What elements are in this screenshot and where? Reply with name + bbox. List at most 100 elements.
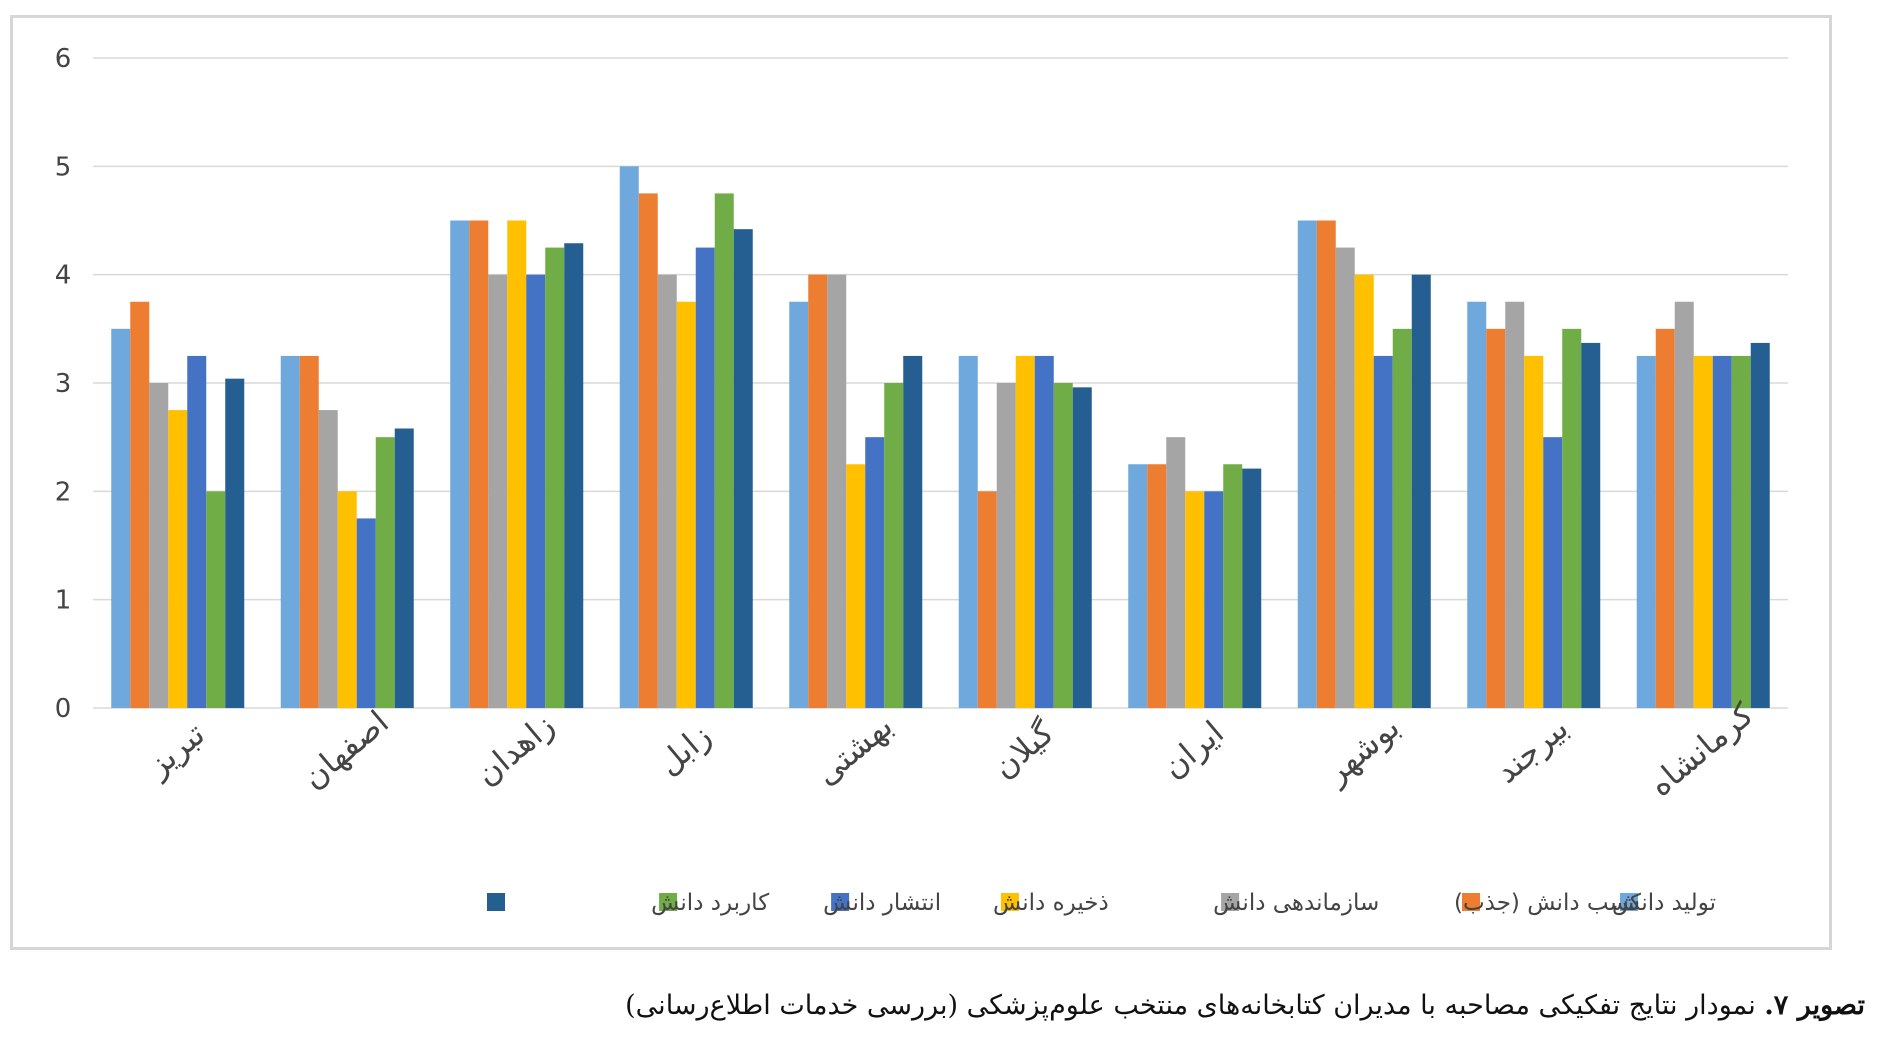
bar bbox=[808, 274, 828, 708]
bar bbox=[1034, 355, 1054, 708]
bar bbox=[111, 328, 131, 708]
bar-chart: 0 1 2 3 4 5 6 تبریز اصفهان زاهدان زابل بهشتی گیلان ای… bbox=[55, 44, 1788, 916]
bar bbox=[1015, 355, 1035, 708]
bar bbox=[1693, 355, 1713, 708]
x-tick-label: بوشهر bbox=[1316, 708, 1407, 793]
x-tick-label: زابل bbox=[650, 717, 718, 783]
bar bbox=[206, 491, 226, 708]
y-tick-label: 4 bbox=[55, 261, 72, 291]
x-tick-label: ایران bbox=[1154, 713, 1230, 786]
bar bbox=[1543, 437, 1563, 708]
legend-label: کسب دانش (جذب) bbox=[1454, 890, 1641, 916]
bar bbox=[1297, 220, 1317, 708]
bar bbox=[1316, 220, 1336, 708]
bar bbox=[1053, 383, 1073, 708]
bar bbox=[1335, 247, 1355, 709]
bar bbox=[1505, 301, 1525, 708]
bar bbox=[1731, 355, 1751, 708]
bar bbox=[545, 247, 565, 709]
bar bbox=[676, 301, 696, 708]
bar bbox=[488, 274, 508, 708]
bar bbox=[1655, 328, 1675, 708]
x-tick-label: گیلان bbox=[985, 713, 1062, 786]
y-tick-label: 1 bbox=[55, 586, 72, 616]
bar bbox=[903, 355, 923, 708]
bar bbox=[958, 355, 978, 708]
bar bbox=[1674, 301, 1694, 708]
bar bbox=[526, 274, 546, 708]
bar bbox=[1128, 464, 1148, 708]
bar bbox=[375, 437, 395, 708]
legend-label: کاربرد دانش bbox=[651, 890, 769, 916]
bar bbox=[1486, 328, 1506, 708]
y-tick-label: 5 bbox=[55, 152, 72, 182]
bar bbox=[130, 301, 150, 708]
bar bbox=[507, 220, 527, 708]
bar bbox=[1147, 464, 1167, 708]
bar bbox=[450, 220, 470, 708]
bar bbox=[865, 437, 885, 708]
x-tick-label: بهشتی bbox=[808, 707, 900, 793]
x-tick-label: تبریز bbox=[138, 715, 212, 786]
bar bbox=[394, 428, 414, 708]
y-tick-label: 2 bbox=[55, 477, 72, 507]
bar bbox=[996, 383, 1016, 708]
bar bbox=[1204, 491, 1224, 708]
bar bbox=[168, 410, 188, 708]
legend-label: انتشار دانش bbox=[823, 890, 941, 916]
bar bbox=[1373, 355, 1393, 708]
bar bbox=[846, 464, 866, 708]
bar bbox=[1562, 328, 1582, 708]
bar bbox=[1392, 328, 1412, 708]
x-tick-label: زاهدان bbox=[468, 706, 562, 793]
legend-swatch bbox=[831, 893, 850, 911]
bar bbox=[225, 378, 245, 708]
bar bbox=[1223, 464, 1243, 708]
bar bbox=[337, 491, 357, 708]
x-tick-label: کرمانشاه bbox=[1642, 695, 1762, 804]
bar bbox=[1072, 387, 1092, 708]
bar bbox=[1636, 355, 1656, 708]
bar bbox=[1185, 491, 1205, 708]
bar bbox=[827, 274, 847, 708]
x-tick-label: بیرجند bbox=[1488, 709, 1576, 791]
bar bbox=[1354, 274, 1374, 708]
bar bbox=[884, 383, 904, 708]
legend-label: ذخیره دانش bbox=[993, 890, 1109, 916]
legend-swatch bbox=[1620, 893, 1638, 911]
bar bbox=[1712, 355, 1732, 708]
legend-label: سازماندهی دانش bbox=[1213, 890, 1379, 916]
legend-swatch bbox=[1221, 893, 1240, 911]
bar bbox=[695, 247, 715, 709]
bar bbox=[356, 518, 376, 708]
x-tick-label: اصفهان bbox=[295, 703, 396, 797]
bar bbox=[1750, 342, 1770, 708]
bar bbox=[1242, 468, 1262, 708]
bar bbox=[733, 229, 753, 708]
legend-swatch bbox=[1462, 893, 1481, 911]
bar bbox=[638, 193, 658, 708]
bar bbox=[1581, 342, 1601, 708]
bar bbox=[149, 383, 169, 708]
chart-frame: 0 1 2 3 4 5 6 تبریز اصفهان زاهدان زابل بهشتی گیلان ای… bbox=[10, 15, 1832, 950]
bar bbox=[977, 491, 997, 708]
bar bbox=[187, 355, 207, 708]
legend-swatch bbox=[659, 893, 678, 911]
bar bbox=[1467, 301, 1487, 708]
bar bbox=[280, 355, 300, 708]
caption-text: نمودار نتایج تفکیکی مصاحبه با مدیران کتا… bbox=[625, 990, 1765, 1021]
legend-swatch bbox=[487, 893, 505, 911]
y-tick-label: 6 bbox=[55, 44, 72, 74]
legend-label: تولید دانش bbox=[1612, 890, 1716, 916]
bar bbox=[469, 220, 489, 708]
bar bbox=[657, 274, 677, 708]
bar bbox=[1524, 355, 1544, 708]
caption-label: تصویر ۷. bbox=[1764, 990, 1865, 1021]
bar bbox=[619, 166, 639, 709]
legend-swatch bbox=[1000, 893, 1019, 911]
bar bbox=[564, 243, 584, 708]
y-tick-label: 3 bbox=[55, 369, 72, 399]
y-tick-label: 0 bbox=[55, 694, 72, 724]
bar bbox=[318, 410, 338, 708]
bar bbox=[299, 355, 319, 708]
